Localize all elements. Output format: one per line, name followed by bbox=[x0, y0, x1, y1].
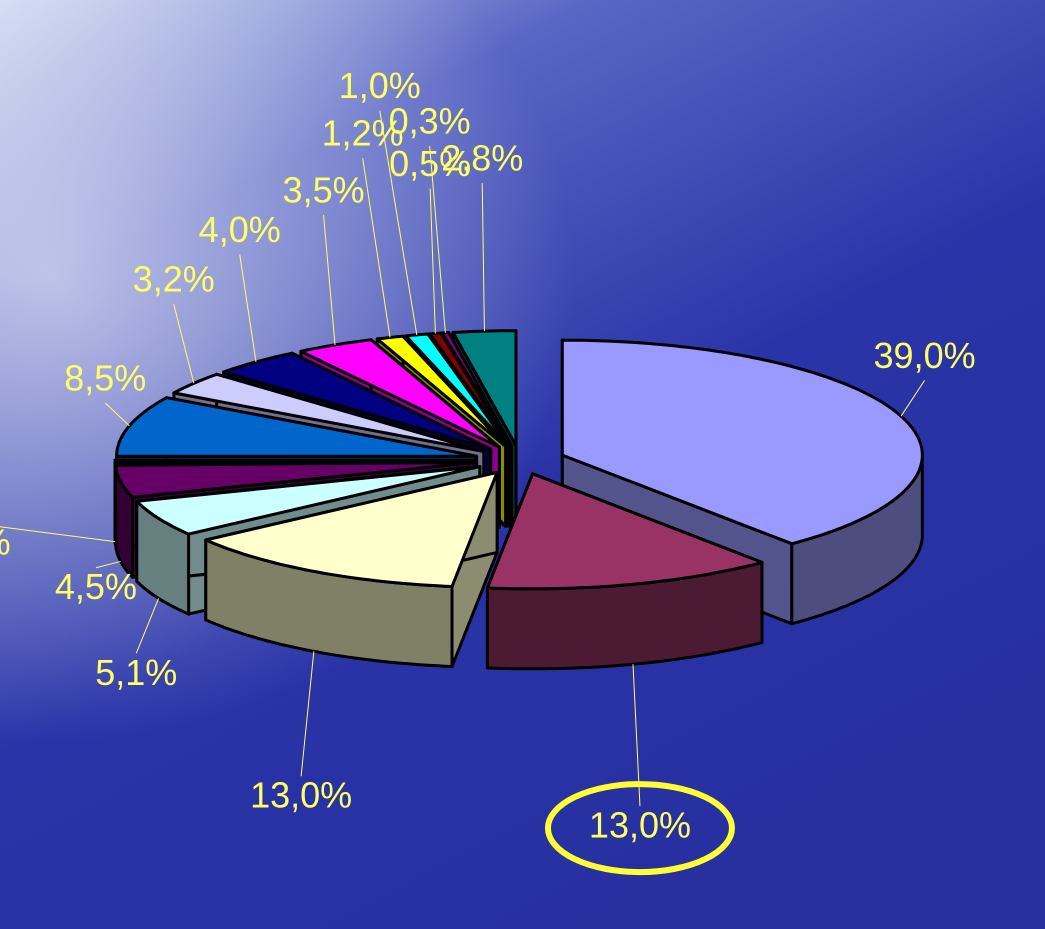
data-label: 5,1% bbox=[95, 652, 177, 693]
data-label: 3,2% bbox=[133, 259, 215, 300]
data-label: 4,0% bbox=[199, 209, 281, 250]
leader-line bbox=[429, 188, 436, 334]
data-label: 1,0% bbox=[339, 65, 421, 106]
leader-line bbox=[173, 304, 195, 384]
leader-line bbox=[135, 598, 160, 654]
leader-line bbox=[95, 560, 121, 569]
leader-line bbox=[429, 145, 446, 333]
leader-line bbox=[900, 380, 925, 417]
data-label: 8,5% bbox=[64, 357, 146, 398]
slice-top bbox=[114, 460, 478, 499]
slice-top bbox=[135, 465, 482, 536]
data-label: 1,2% bbox=[322, 113, 404, 154]
data-label: 3,5% bbox=[283, 170, 365, 211]
leader-line bbox=[300, 651, 315, 777]
slice-top bbox=[172, 372, 486, 453]
highlight-ring bbox=[544, 781, 735, 876]
data-label: 4,5% bbox=[55, 566, 137, 607]
slice-top bbox=[115, 396, 479, 458]
slice bbox=[204, 470, 499, 668]
data-label: 0,3% bbox=[389, 100, 471, 141]
leader-line bbox=[239, 254, 257, 362]
slice-top bbox=[428, 331, 513, 448]
slice-top bbox=[113, 458, 477, 465]
slice-top bbox=[222, 351, 493, 451]
data-label: 2,8% bbox=[441, 138, 523, 179]
leader-line bbox=[323, 215, 336, 345]
leader-line bbox=[481, 183, 485, 332]
slice-top bbox=[404, 332, 510, 448]
slice-top bbox=[375, 334, 508, 448]
slice-top bbox=[560, 338, 924, 546]
data-label: 39,0% bbox=[874, 335, 976, 376]
leader-line bbox=[104, 402, 130, 427]
slice bbox=[485, 472, 764, 671]
leader-line bbox=[0, 526, 116, 543]
data-label: 13,0% bbox=[589, 805, 691, 846]
leader-line bbox=[379, 110, 418, 335]
leader-line bbox=[362, 158, 391, 338]
data-label: 0,4% bbox=[0, 521, 11, 562]
slice-top bbox=[204, 470, 499, 588]
slice-top bbox=[485, 472, 764, 591]
data-label: 13,0% bbox=[250, 775, 352, 816]
